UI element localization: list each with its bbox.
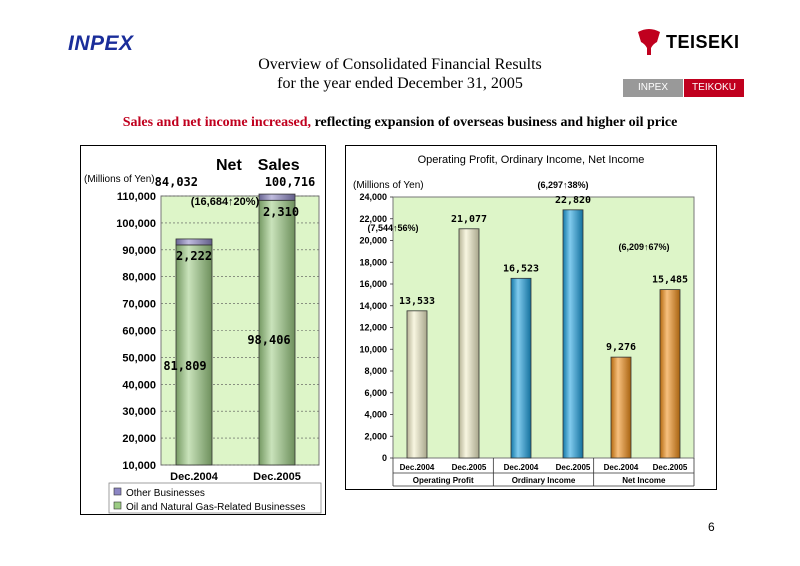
x-tick-label: Dec.2005 [556, 463, 591, 472]
x-tick-label: Dec.2004 [504, 463, 539, 472]
data-label: 13,533 [399, 296, 435, 307]
bar-net-income [659, 289, 681, 459]
y-tick-label: 10,000 [359, 344, 387, 354]
data-label-oil-gas: 81,809 [163, 359, 206, 373]
y-tick-label: 20,000 [359, 236, 387, 246]
legend-box [108, 482, 322, 514]
x-tick-label: Dec.2005 [653, 463, 688, 472]
teiseki-wordmark: TEISEKI [666, 32, 740, 52]
total-label: 100,716 [265, 175, 316, 189]
page-title-line1: Overview of Consolidated Financial Resul… [258, 56, 542, 73]
y-tick-label: 22,000 [359, 214, 387, 224]
profit-chart-panel: Operating Profit, Ordinary Income, Net I… [345, 145, 717, 490]
y-tick-label: 0 [382, 453, 387, 463]
profit-chart: Operating Profit, Ordinary Income, Net I… [353, 154, 695, 487]
data-label-other: 2,310 [263, 205, 299, 219]
legend: Other Businesses Oil and Natural Gas-Rela… [108, 482, 322, 514]
bar-oil-gas [258, 199, 296, 466]
y-tick-label: 30,000 [122, 406, 156, 418]
plot-area [392, 196, 695, 459]
y-tick-label: 110,000 [117, 191, 156, 203]
units-label: (Millions of Yen) [353, 180, 424, 191]
group-label: Ordinary Income [512, 476, 576, 485]
change-annotation: (6,209↑67%) [618, 242, 669, 252]
total-label: 84,032 [155, 175, 198, 189]
subtitle-rest: reflecting expansion of overseas busines… [311, 115, 678, 130]
bar-oil-gas [175, 244, 213, 466]
inpex-logo: INPEX [68, 32, 134, 55]
legend-label-oil-gas: Oil and Natural Gas-Related Businesses [126, 502, 306, 513]
legend-label-other: Other Businesses [126, 488, 205, 499]
x-tick-label: Dec.2005 [452, 463, 487, 472]
teiseki-logo: TEISEKI [636, 28, 776, 56]
x-tick-label: Dec.2004 [400, 463, 435, 472]
y-tick-label: 24,000 [359, 192, 387, 202]
y-tick-label: 18,000 [359, 257, 387, 267]
bar-ordinary-income [562, 209, 584, 459]
teiseki-mark-icon [638, 29, 660, 55]
legend-swatch-oil-gas [113, 501, 122, 510]
y-tick-label: 90,000 [122, 245, 156, 257]
bar-operating-profit [406, 310, 428, 459]
group-label: Net Income [622, 476, 666, 485]
y-tick-label: 16,000 [359, 279, 387, 289]
data-label: 21,077 [451, 214, 487, 225]
bar-net-income [610, 356, 632, 459]
y-tick-label: 60,000 [122, 326, 156, 338]
bar-ordinary-income [510, 277, 532, 459]
subtitle-accent: Sales and net income increased, [122, 115, 312, 130]
x-tick-label: Dec.2004 [604, 463, 639, 472]
change-annotation: (7,544↑56%) [367, 223, 418, 233]
x-tick-label: Dec.2005 [253, 471, 301, 483]
x-tick-label: Dec.2004 [170, 471, 219, 483]
data-label: 9,276 [606, 342, 636, 353]
tab-teikoku[interactable]: TEIKOKU [684, 79, 744, 97]
y-tick-label: 100,000 [116, 218, 156, 230]
page-title-line2: for the year ended December 31, 2005 [277, 75, 523, 92]
y-tick-label: 8,000 [364, 366, 387, 376]
change-annotation: (16,684↑20%) [191, 196, 260, 208]
y-tick-label: 2,000 [364, 431, 387, 441]
y-tick-label: 50,000 [122, 352, 156, 364]
chart-title: Operating Profit, Ordinary Income, Net I… [418, 154, 645, 166]
group-label: Operating Profit [413, 476, 474, 485]
y-tick-label: 10,000 [122, 460, 156, 472]
data-label: 16,523 [503, 263, 539, 274]
y-tick-label: 6,000 [364, 388, 387, 398]
tab-inpex[interactable]: INPEX [623, 79, 683, 97]
y-tick-label: 80,000 [122, 272, 156, 284]
y-tick-label: 40,000 [122, 379, 156, 391]
y-tick-label: 4,000 [364, 410, 387, 420]
y-tick-label: 70,000 [122, 299, 156, 311]
y-tick-label: 12,000 [359, 323, 387, 333]
y-tick-label: 14,000 [359, 301, 387, 311]
slide-subtitle: Sales and net income increased, reflecti… [0, 115, 800, 131]
change-annotation: (6,297↑38%) [537, 180, 588, 190]
data-label: 15,485 [652, 275, 688, 286]
bar-operating-profit [458, 228, 480, 459]
bar-other [258, 193, 296, 201]
y-tick-label: 20,000 [122, 433, 156, 445]
page-title: Overview of Consolidated Financial Resul… [0, 55, 800, 93]
data-label-other: 2,222 [176, 249, 212, 263]
data-label-oil-gas: 98,406 [247, 333, 290, 347]
units-label: (Millions of Yen) [84, 174, 155, 185]
net-sales-chart: Net Sales (Millions of Yen) 10,000 20,000 30… [84, 157, 322, 514]
chart-title: Net Sales [216, 157, 300, 174]
page-number: 6 [708, 520, 715, 534]
legend-swatch-other [113, 487, 122, 496]
bar-other [175, 238, 213, 246]
data-label: 22,820 [555, 195, 591, 206]
net-sales-chart-panel: Net Sales (Millions of Yen) 10,000 20,000 30… [80, 145, 326, 515]
